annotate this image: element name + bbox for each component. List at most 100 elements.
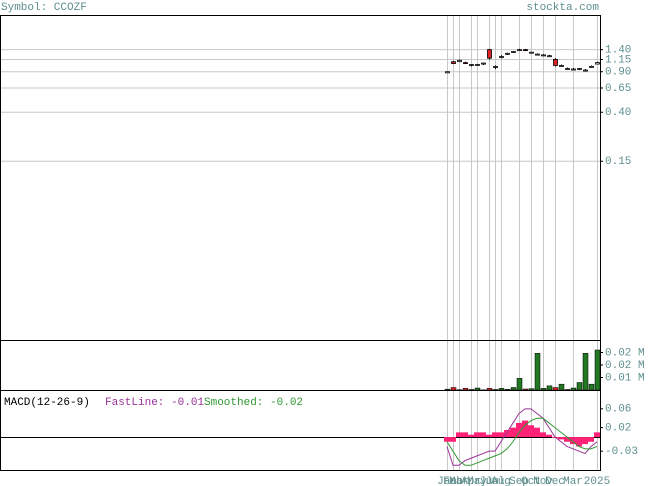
macd-histogram-bar	[546, 434, 552, 438]
volume-bar	[576, 382, 583, 391]
candle-body	[571, 68, 576, 71]
x-tick-label: Mar	[449, 476, 469, 486]
macd-histogram-bar	[540, 432, 546, 438]
candle-body	[445, 71, 450, 74]
y-tick-label: -0.03	[605, 446, 638, 458]
volume-bar	[516, 378, 523, 391]
volume-bar	[468, 389, 475, 391]
y-tick-label: 0.15	[605, 156, 631, 168]
candle-body	[463, 62, 468, 65]
volume-bar	[546, 385, 553, 391]
macd-histogram-bar	[474, 432, 480, 438]
volume-bar	[486, 388, 493, 391]
candle-body	[475, 64, 480, 66]
volume-bar	[558, 383, 565, 391]
macd-line	[446, 408, 598, 466]
volume-bar	[594, 349, 601, 391]
macd-histogram-bar	[456, 432, 462, 438]
candle-body	[487, 49, 492, 59]
panel-border	[0, 15, 601, 471]
volume-bar	[528, 388, 535, 391]
macd-histogram-bar	[564, 437, 570, 442]
volume-bar	[450, 387, 457, 391]
y-tick-label: 0.06	[605, 404, 631, 416]
y-tick-label: 0.40	[605, 107, 631, 119]
macd-histogram-bar	[582, 437, 588, 445]
macd-histogram-bar	[528, 425, 534, 438]
candle-body	[469, 64, 474, 66]
x-tick-label: Aug	[491, 476, 511, 486]
volume-bar	[552, 387, 559, 391]
volume-bar	[588, 383, 595, 391]
y-tick-label: 1.40	[605, 45, 631, 57]
candle-body	[511, 51, 516, 53]
x-tick-label: Dec	[545, 476, 565, 486]
macd-histogram-bar	[534, 427, 540, 438]
y-tick-label: 0.01 M	[605, 372, 645, 384]
macd-histogram-bar	[480, 432, 486, 438]
macd-histogram-bar	[594, 432, 600, 438]
x-tick-label: 2025	[584, 476, 610, 486]
candle-body	[505, 52, 510, 55]
macd-histogram-bar	[588, 437, 594, 442]
volume-bar	[570, 387, 577, 391]
candle-body	[481, 62, 486, 65]
symbol: Symbol: CCOZF	[1, 2, 87, 14]
x-tick-label: Apr	[461, 476, 481, 486]
macd-histogram-bar	[576, 437, 582, 447]
volume-bar	[474, 387, 481, 391]
candle-body	[595, 62, 600, 65]
macd-histogram-bar	[450, 437, 456, 442]
macd-histogram-bar	[492, 432, 498, 438]
macd-histogram-bar	[504, 430, 510, 438]
macd-histogram-bar	[486, 434, 492, 438]
macd-histogram-bar	[462, 432, 468, 438]
macd-histogram-bar	[510, 427, 516, 438]
volume-bar	[522, 388, 529, 391]
fast-label: FastLine: -0.01	[105, 397, 204, 409]
candle-body	[451, 61, 456, 64]
volume-bar	[564, 389, 571, 391]
y-tick-label: 0.02 M	[605, 360, 645, 372]
volume-bar	[462, 388, 469, 391]
macd-histogram-bar	[558, 437, 564, 440]
candle-body	[529, 51, 534, 54]
volume-bar	[510, 387, 517, 391]
candle-body	[517, 49, 522, 52]
x-tick-label: Nov	[533, 476, 553, 486]
x-tick-label: Sep	[509, 476, 529, 486]
y-tick-label: 0.02 M	[605, 347, 645, 359]
y-tick-label: 1.15	[605, 54, 631, 66]
smooth-label: Smoothed: -0.02	[204, 397, 303, 409]
x-tick-label: Mar	[563, 476, 583, 486]
x-tick-label: Jul	[485, 476, 505, 486]
x-tick-label: Jan	[437, 476, 457, 486]
macd-histogram-bar	[498, 432, 504, 438]
candle-body	[535, 53, 540, 56]
candle-body	[493, 66, 498, 68]
y-tick-label: 0.90	[605, 67, 631, 79]
candle-body	[553, 59, 558, 66]
site: stockta.com	[526, 2, 599, 14]
volume-bar	[498, 388, 505, 391]
x-tick-label: Jun	[479, 476, 499, 486]
volume-bar	[492, 389, 499, 391]
macd-histogram-bar	[468, 434, 474, 438]
x-tick-label: Oct	[521, 476, 541, 486]
candle-body	[565, 68, 570, 70]
candle-body	[559, 65, 564, 67]
candle-body	[583, 69, 588, 72]
x-tick-label: Feb	[443, 476, 463, 486]
volume-bar	[534, 353, 541, 391]
volume-bar	[444, 388, 451, 391]
macd-histogram-bar	[522, 420, 528, 438]
candle-body	[523, 49, 528, 52]
volume-bar	[504, 389, 511, 391]
candle-body	[457, 59, 462, 63]
macd-histogram-bar	[444, 437, 450, 442]
y-tick-label: 0.02	[605, 423, 631, 435]
candle-body	[547, 55, 552, 58]
y-tick-label: 0.65	[605, 83, 631, 95]
